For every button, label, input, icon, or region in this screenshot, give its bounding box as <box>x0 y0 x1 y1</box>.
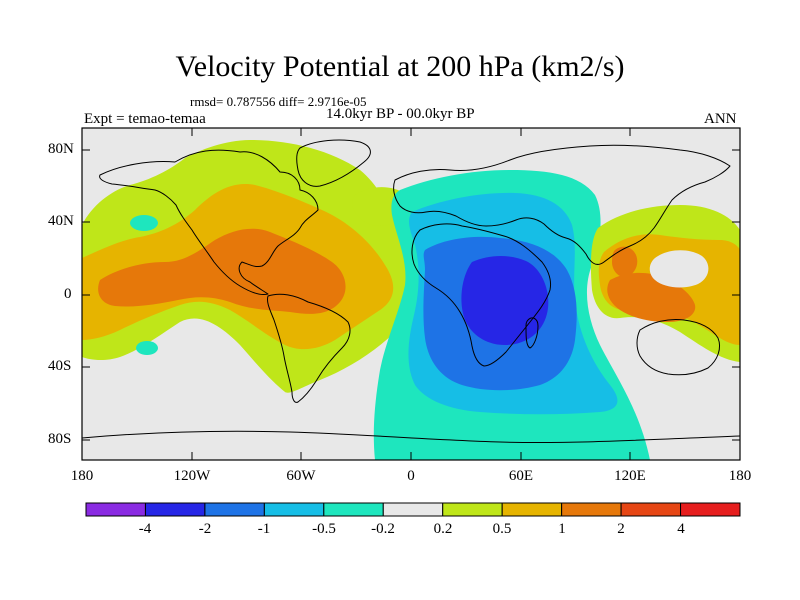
colorbar-label-6: 0.2 <box>433 521 453 537</box>
coastline-south-america <box>267 293 351 403</box>
x-label-60w: 60W <box>286 468 316 484</box>
colorbar-swatch-1 <box>85 502 146 517</box>
stats-label: rmsd= 0.787556 diff= 2.9716e-05 <box>190 94 367 109</box>
coastline-greenland <box>296 139 371 187</box>
x-label-60e: 60E <box>508 468 534 484</box>
colorbar-label-3: -1 <box>257 521 271 537</box>
contour-indigo-core <box>461 256 549 346</box>
colorbar-swatch-2 <box>144 502 206 517</box>
colorbar-swatch-9 <box>561 502 622 517</box>
colorbar-swatch-8 <box>501 502 563 517</box>
tick-marks <box>82 128 740 460</box>
x-label-180-right: 180 <box>728 468 752 484</box>
y-label-80n: 80N <box>48 141 74 157</box>
y-label-40n: 40N <box>48 213 74 229</box>
colorbar-swatch-11 <box>680 502 741 517</box>
x-label-120e: 120E <box>614 468 646 484</box>
colorbar-label-1: -4 <box>138 521 152 537</box>
colorbar-swatch-7 <box>442 502 503 517</box>
colorbar-label-4: -0.5 <box>312 521 336 537</box>
colorbar-swatch-4 <box>263 502 325 517</box>
contour-cyan-eye-north <box>130 215 158 231</box>
coastline-australia <box>636 319 721 376</box>
y-label-80s: 80S <box>48 431 72 447</box>
colorbar-swatch-6 <box>382 502 444 517</box>
contour-orange-maritime-north <box>612 246 638 278</box>
colorbar-label-9: 2 <box>617 521 625 537</box>
coastline-madagascar <box>525 317 539 349</box>
contour-fill-layer <box>82 128 740 460</box>
experiment-label: Expt = temao-temaa <box>84 111 206 127</box>
coastline-europe-asia <box>393 144 731 265</box>
period-label: 14.0kyr BP - 00.0kyr BP <box>326 106 475 122</box>
x-label-180-left: 180 <box>70 468 94 484</box>
coastlines <box>82 139 740 444</box>
x-label-0: 0 <box>407 468 415 484</box>
colorbar-label-10: 4 <box>677 521 685 537</box>
contour-cyan-eye-south <box>136 341 158 355</box>
coastline-africa <box>411 223 551 367</box>
y-label-0: 0 <box>64 286 72 302</box>
colorbar-label-8: 1 <box>558 521 566 537</box>
colorbar <box>85 502 741 517</box>
colorbar-swatch-5 <box>323 502 384 517</box>
x-label-120w: 120W <box>173 468 211 484</box>
colorbar-swatch-10 <box>620 502 682 517</box>
coastline-antarctica <box>82 430 740 444</box>
map-title: Velocity Potential at 200 hPa (km2/s) <box>175 50 625 83</box>
contour-neutral-pacific-hole <box>649 250 709 288</box>
y-label-40s: 40S <box>48 358 72 374</box>
colorbar-label-7: 0.5 <box>492 521 512 537</box>
colorbar-label-5: -0.2 <box>371 521 395 537</box>
colorbar-swatch-3 <box>204 502 265 517</box>
coastline-north-america <box>99 149 319 295</box>
colorbar-label-2: -2 <box>198 521 212 537</box>
season-label: ANN <box>704 111 737 127</box>
